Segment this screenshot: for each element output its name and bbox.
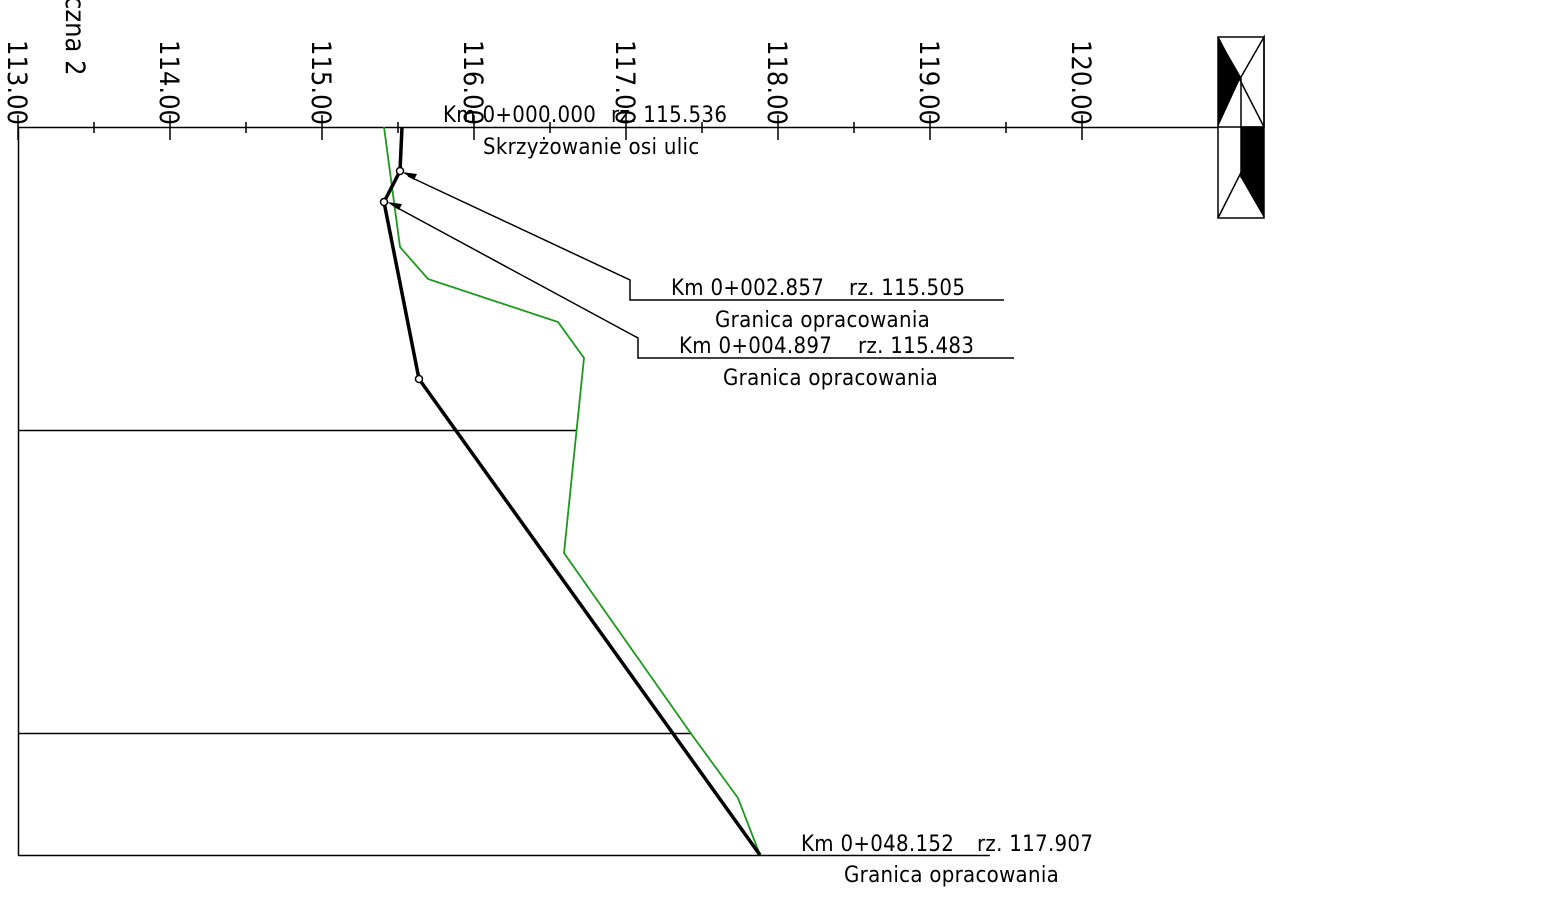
design-line [382, 126, 762, 857]
station-elevation-label: rz. 115.483 [858, 334, 974, 359]
minor-ticks [93, 122, 1007, 133]
tick-labels: 113.00 114.00 115.00 116.00 117.00 118.0… [1, 0, 1096, 125]
axis-partial-title: czna 2 [59, 0, 90, 76]
leader-arrowhead [402, 172, 417, 180]
tick-label: 116.00 [457, 40, 488, 125]
leader-line [407, 175, 1004, 301]
station-note: Granica opracowania [715, 308, 930, 333]
station-note: Skrzyżowanie osi ulic [483, 135, 700, 160]
station-note: Granica opracowania [723, 366, 938, 391]
tick-label: 115.00 [305, 40, 336, 125]
tick-label: 119.00 [913, 40, 944, 125]
tick-label: 117.00 [609, 40, 640, 125]
tick-label: 114.00 [153, 40, 184, 125]
north-arrow-icon [1217, 34, 1265, 219]
station-marker [379, 197, 389, 207]
tick-label: 118.00 [761, 40, 792, 125]
station-km-label: Km 0+000.000 [443, 103, 596, 128]
station-marker [395, 166, 405, 176]
leader-line [393, 205, 1014, 359]
station-marker [414, 374, 424, 384]
station-elevation-label: rz. 115.536 [611, 103, 727, 128]
leader-arrowhead [387, 202, 402, 210]
major-ticks [17, 115, 1083, 140]
station-elevation-label: rz. 115.505 [849, 276, 965, 301]
station-km-label: Km 0+002.857 [671, 276, 824, 301]
tick-label: 113.00 [1, 40, 32, 125]
station-note: Granica opracowania [844, 863, 1059, 888]
terrain-line [383, 126, 761, 856]
station-km-label: Km 0+048.152 [801, 832, 954, 857]
tick-label: 120.00 [1065, 40, 1096, 125]
station-km-label: Km 0+004.897 [679, 334, 832, 359]
station-elevation-label: rz. 117.907 [977, 832, 1093, 857]
